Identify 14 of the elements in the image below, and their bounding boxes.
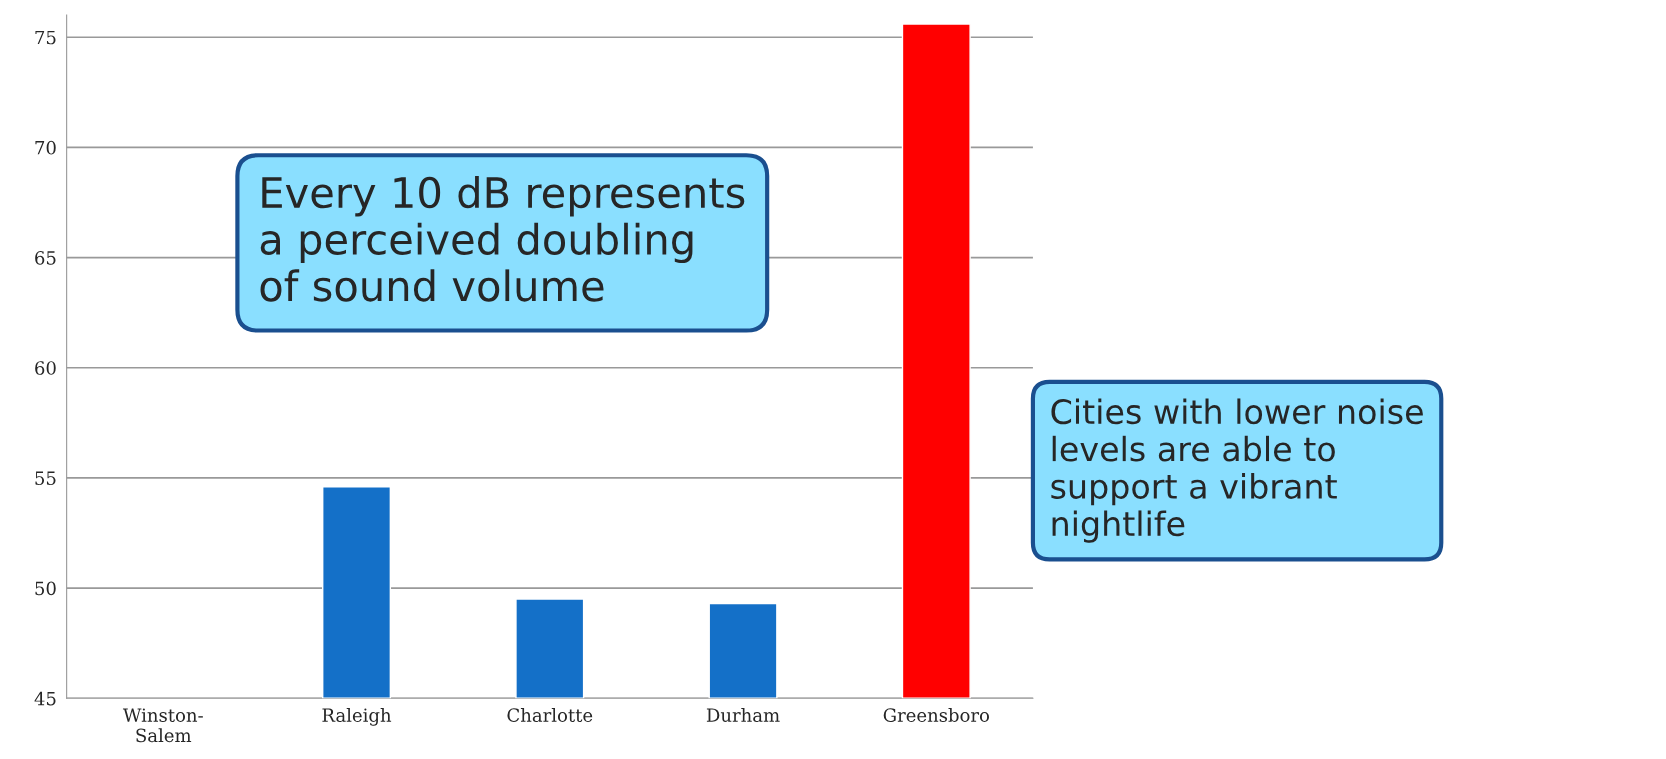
x-tick-label: Raleigh bbox=[322, 708, 392, 726]
y-tick-label: 50 bbox=[35, 581, 56, 596]
y-tick-label: 45 bbox=[34, 691, 56, 706]
x-tick-label: Durham bbox=[706, 708, 780, 722]
y-tick-label: 55 bbox=[35, 471, 56, 486]
y-tick-label: 65 bbox=[35, 251, 56, 265]
x-tick-label: Charlotte bbox=[507, 708, 593, 722]
y-tick-label: 75 bbox=[35, 30, 56, 45]
y-tick-label: 70 bbox=[35, 140, 56, 155]
y-tick-label: 60 bbox=[35, 361, 56, 375]
annotation: Every 10 dB represents a perceived doubling of sound volume bbox=[260, 176, 745, 302]
x-tick-label: Winston- Salem bbox=[122, 708, 203, 743]
x-tick-label: Greensboro bbox=[883, 708, 990, 722]
text: Cities with lower noise levels are able to support a vibrant nightlife bbox=[1051, 398, 1423, 543]
